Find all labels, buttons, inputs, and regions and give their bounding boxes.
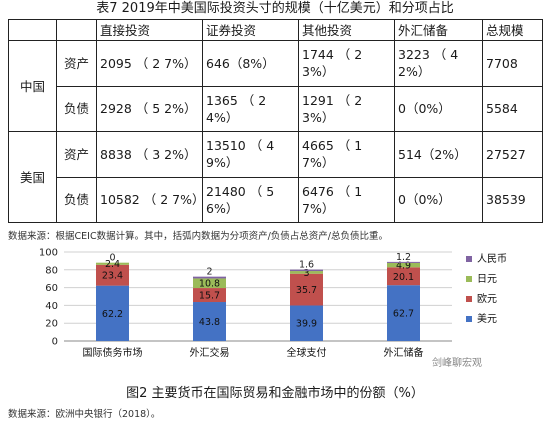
data-label: 0 [109,253,115,264]
bar-segment [96,285,129,341]
figure-caption: 图2 主要货币在国际贸易和金融市场中的份额（%） [126,386,424,401]
y-tick-label: 40 [45,301,58,312]
y-tick-label: 20 [45,319,58,330]
bar-segment [193,276,226,279]
row-label: 负债 [56,176,97,223]
table-header-row: 直接投资 证券投资 其他投资 外汇储备 总规模 [8,19,543,41]
header-cell: 总规模 [482,19,543,41]
x-tick-label: 外汇交易 [190,346,230,359]
data-label: 4.9 [396,261,411,272]
x-tick-label: 全球支付 [287,346,327,359]
data-label: 20.1 [393,272,414,283]
data-label: 35.7 [296,285,317,296]
table-cell: 2095 （ 2 7%） [96,40,203,87]
table-cell: 10582 （ 2 7%） [96,176,204,223]
legend-label: 人民币 [477,253,507,265]
header-cell: 直接投资 [96,19,203,41]
country-label: 美国 [8,131,57,223]
table-cell: 514（2%） [394,131,483,178]
header-cell: 外汇储备 [394,19,483,41]
row-label: 资产 [56,131,97,178]
table-title: 表7 2019年中美国际投资头寸的规模（十亿美元）和分项占比 [96,1,454,16]
data-label: 62.2 [102,309,123,320]
header-cell: 其他投资 [298,19,395,41]
table-cell: 5584 [482,85,543,132]
bar-segment [193,278,226,289]
y-tick-label: 60 [45,283,58,294]
y-tick-label: 100 [39,248,58,259]
bar-segment [387,262,420,268]
data-label: 39.9 [296,319,317,330]
bar-segment [96,262,129,265]
table-row: 中国 资产 2095 （ 2 7%） 646（8%） 1744 （ 2 3%） … [8,40,543,132]
bar-segment [290,305,323,341]
table-cell: 27527 [482,131,543,178]
table-cell: 1365 （ 2 4%） [202,85,299,132]
table-cell: 4665 （ 1 7%） [298,131,395,178]
data-label: 2.4 [105,259,120,270]
bar-segment [193,288,226,303]
table-source-note: 数据来源：根据CEIC数据计算。其中，括弧内数据为分项资产/负债占总资产/总负债… [8,231,388,242]
table-cell: 13510 （ 4 9%） [202,131,299,178]
data-label: 23.4 [102,271,123,282]
figure-source-note: 数据来源：欧洲中央银行（2018）。 [8,409,161,420]
table-cell: 6476 （ 1 7%） [298,176,395,223]
bar-segment [290,269,323,272]
data-label: 1.6 [299,260,314,271]
watermark: 剑峰聊宏观 [432,358,482,369]
data-label: 3 [303,268,309,279]
bar-segment [387,267,420,286]
bar-segment [193,302,226,341]
investment-position-table: 直接投资 证券投资 其他投资 外汇储备 总规模 中国 资产 2095 （ 2 7… [8,19,543,223]
table-cell: 1291 （ 2 3%） [298,85,395,132]
table-cell: 0（0%） [394,85,483,132]
table-cell: 2928 （ 5 2%） [96,85,203,132]
row-label: 负债 [56,85,97,132]
y-tick-label: 0 [52,337,58,348]
table-cell: 8838 （ 3 2%） [96,131,203,178]
data-label: 62.7 [393,309,414,320]
table-cell: 646（8%） [202,40,299,87]
row-label: 资产 [56,40,97,87]
header-blank-cell [56,19,97,41]
legend-label: 欧元 [477,293,497,305]
table-row: 负债 10582 （ 2 7%） 21480 （ 5 6%） 6476 （ 1 … [9,176,543,223]
table-cell: 0（0%） [394,176,483,223]
table-cell: 3223 （ 4 2%） [394,40,483,87]
y-tick-label: 80 [45,265,58,276]
legend-label: 美元 [477,312,497,325]
data-label: 43.8 [199,317,220,328]
table-cell: 1744 （ 2 3%） [298,40,395,87]
legend-swatch [466,296,472,302]
data-label: 10.8 [199,279,220,290]
bar-segment [387,285,420,341]
x-tick-label: 国际债务市场 [83,346,143,359]
table-cell: 38539 [482,176,543,223]
x-tick-label: 外汇储备 [384,346,424,359]
bar-segment [387,261,420,263]
header-cell: 证券投资 [202,19,299,41]
legend-label: 日元 [477,274,497,285]
legend-swatch [466,276,472,282]
legend-swatch [466,256,472,262]
bar-segment [290,273,323,306]
table-cell: 21480 （ 5 6%） [202,176,299,223]
table-cell: 7708 [482,40,543,87]
currency-share-chart: 02040608010062.223.42.40国际债务市场43.815.710… [39,248,507,360]
data-label: 15.7 [199,291,220,302]
legend-swatch [466,316,472,322]
table-row: 负债 2928 （ 5 2%） 1365 （ 2 4%） 1291 （ 2 3%… [9,85,543,132]
data-label: 1.2 [396,252,411,263]
header-blank-cell [8,19,57,41]
bar-segment [290,271,323,274]
table-row: 美国 资产 8838 （ 3 2%） 13510 （ 4 9%） 4665 （ … [8,131,543,223]
data-label: 2 [206,267,212,278]
bar-segment [96,264,129,286]
country-label: 中国 [8,40,57,132]
